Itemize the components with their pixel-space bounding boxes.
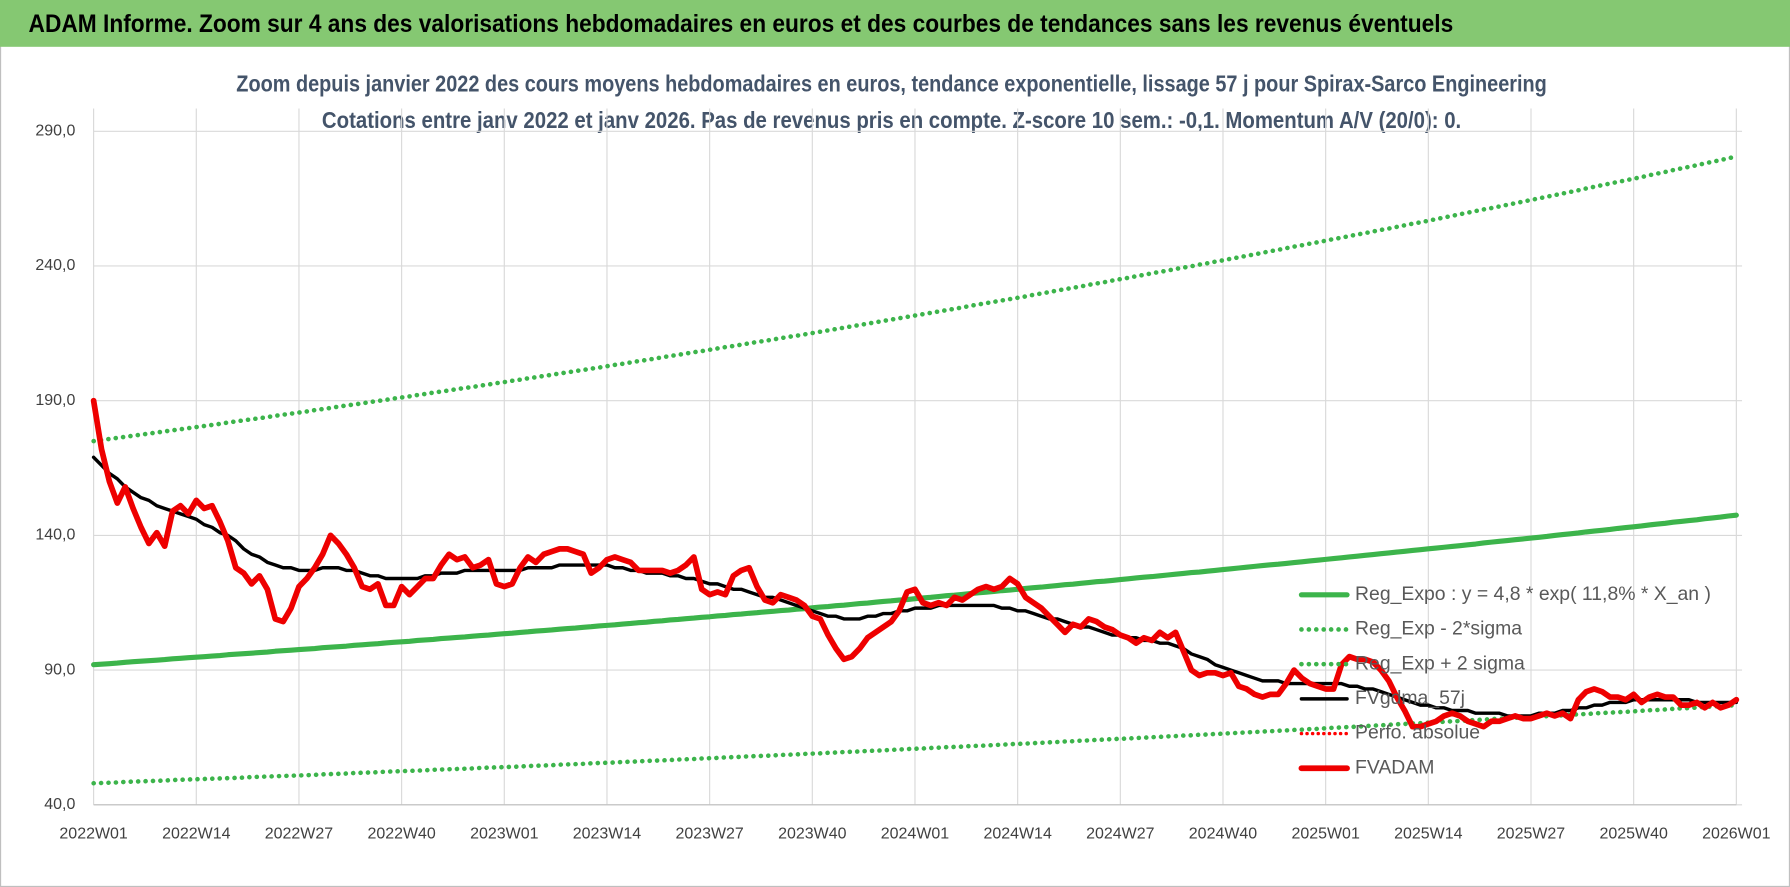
chart-subtitle: Cotations entre janv 2022 et janv 2026. … bbox=[322, 107, 1461, 133]
y-tick-label: 140,0 bbox=[35, 527, 75, 544]
x-tick-label: 2023W14 bbox=[573, 826, 641, 843]
y-tick-label: 40,0 bbox=[44, 796, 75, 813]
series-line bbox=[91, 154, 1739, 444]
x-tick-label: 2022W14 bbox=[162, 826, 230, 843]
y-tick-label: 290,0 bbox=[35, 122, 75, 139]
legend-label: Reg_Exp + 2 sigma bbox=[1355, 652, 1525, 674]
y-tick-label: 190,0 bbox=[35, 392, 75, 409]
x-tick-label: 2024W40 bbox=[1189, 826, 1257, 843]
x-tick-label: 2025W01 bbox=[1291, 826, 1359, 843]
x-tick-label: 2025W27 bbox=[1497, 826, 1565, 843]
x-tick-label: 2024W01 bbox=[881, 826, 949, 843]
series-line bbox=[91, 512, 1739, 668]
legend-label: Perfo. absolue bbox=[1355, 722, 1480, 744]
x-tick-label: 2026W01 bbox=[1702, 826, 1770, 843]
x-tick-label: 2025W14 bbox=[1394, 826, 1462, 843]
legend-label: Reg_Exp - 2*sigma bbox=[1355, 618, 1522, 640]
series-line bbox=[90, 397, 1740, 730]
x-tick-label: 2022W27 bbox=[265, 826, 333, 843]
x-tick-label: 2024W27 bbox=[1086, 826, 1154, 843]
legend-label: Reg_Expo : y = 4,8 * exp( 11,8% * X_an ) bbox=[1355, 583, 1711, 605]
legend-label: FVADAM bbox=[1355, 756, 1434, 778]
x-tick-label: 2024W14 bbox=[983, 826, 1051, 843]
banner-title: ADAM Informe. Zoom sur 4 ans des valoris… bbox=[29, 10, 1454, 38]
y-tick-label: 240,0 bbox=[35, 257, 75, 274]
series-line bbox=[91, 455, 1739, 718]
chart-title: Zoom depuis janvier 2022 des cours moyen… bbox=[236, 71, 1547, 97]
x-tick-label: 2023W01 bbox=[470, 826, 538, 843]
x-tick-label: 2022W01 bbox=[59, 826, 127, 843]
x-tick-label: 2023W27 bbox=[675, 826, 743, 843]
x-tick-label: 2022W40 bbox=[367, 826, 435, 843]
x-tick-label: 2023W40 bbox=[778, 826, 846, 843]
y-tick-label: 90,0 bbox=[44, 661, 75, 678]
banner bbox=[0, 0, 1790, 47]
legend-label: FVgdma_57j bbox=[1355, 687, 1465, 709]
x-tick-label: 2025W40 bbox=[1599, 826, 1667, 843]
